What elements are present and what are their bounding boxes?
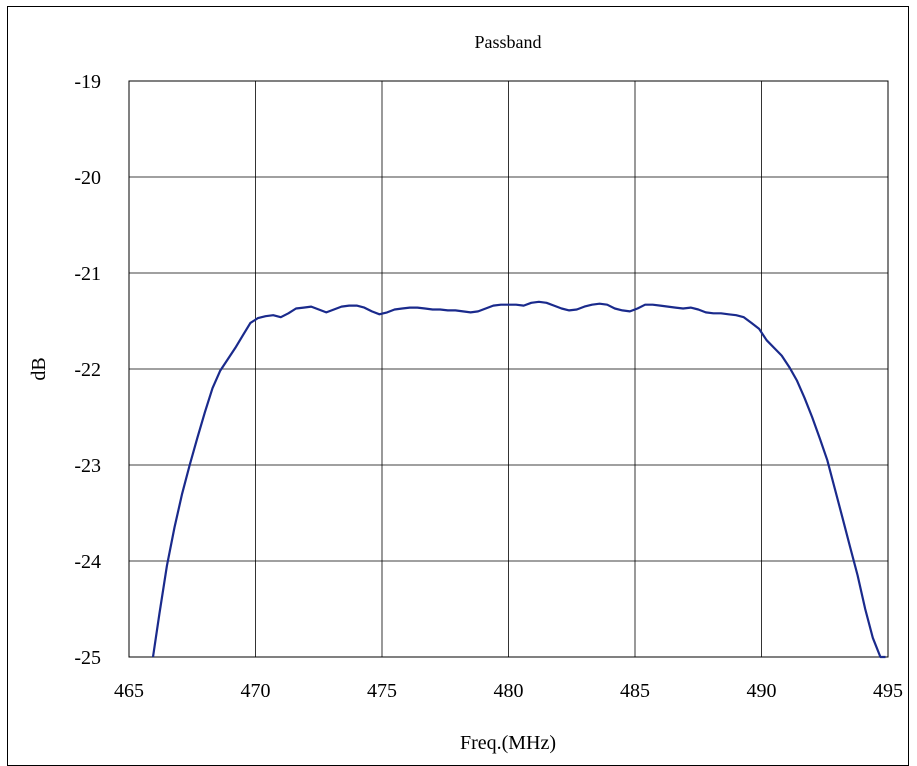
x-axis-label: Freq.(MHz) bbox=[460, 732, 556, 754]
y-axis-label: dB bbox=[28, 357, 50, 380]
chart-frame bbox=[7, 6, 909, 766]
x-tick-label: 470 bbox=[241, 680, 271, 702]
x-tick-label: 490 bbox=[747, 680, 777, 702]
x-tick-label: 465 bbox=[114, 680, 144, 702]
y-tick-label: -21 bbox=[74, 263, 101, 285]
series-line bbox=[151, 300, 886, 659]
y-tick-label: -25 bbox=[74, 647, 101, 669]
x-tick-label: 495 bbox=[873, 680, 903, 702]
x-tick-label: 475 bbox=[367, 680, 397, 702]
y-tick-label: -19 bbox=[74, 71, 101, 93]
x-tick-label: 485 bbox=[620, 680, 650, 702]
chart-title: Passband bbox=[475, 32, 542, 52]
plot-area bbox=[128, 80, 889, 658]
y-tick-label: -24 bbox=[74, 551, 101, 573]
y-tick-label: -23 bbox=[74, 455, 101, 477]
x-tick-label: 480 bbox=[494, 680, 524, 702]
y-tick-label: -20 bbox=[74, 167, 101, 189]
grid bbox=[129, 81, 888, 657]
y-tick-labels: -19 -20 -21 -22 -23 -24 -25 bbox=[74, 71, 101, 669]
x-tick-labels: 465 470 475 480 485 490 495 bbox=[114, 680, 903, 702]
y-tick-label: -22 bbox=[74, 359, 101, 381]
